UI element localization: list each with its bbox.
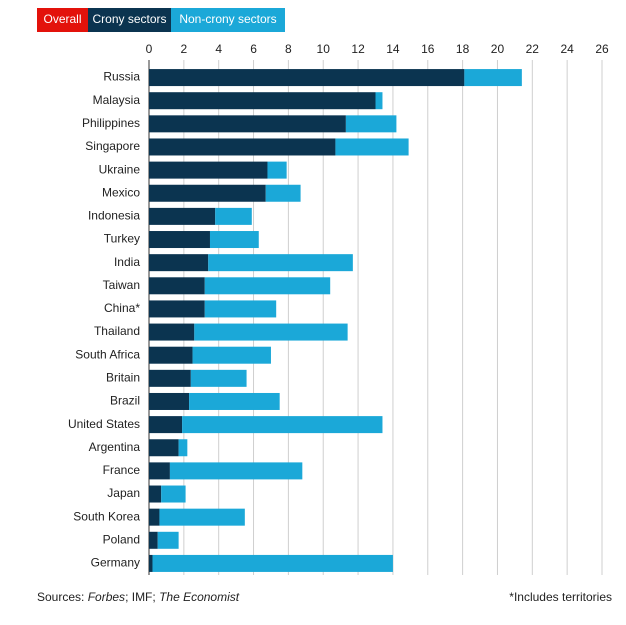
bar [192, 346, 271, 364]
bar [149, 531, 158, 549]
bar [209, 231, 259, 249]
bar [204, 300, 277, 318]
bar [267, 161, 287, 179]
x-tick-label: 16 [421, 42, 435, 56]
y-tick-label: Malaysia [93, 93, 141, 107]
y-tick-label: Germany [91, 556, 140, 570]
x-tick-label: 12 [351, 42, 365, 56]
legend-tab[interactable] [171, 8, 285, 32]
x-tick-label: 8 [285, 42, 292, 56]
y-tick-label: China* [104, 301, 140, 315]
bar [149, 207, 216, 225]
y-tick-label: South Korea [73, 509, 140, 523]
bar [189, 392, 280, 410]
bar [157, 531, 179, 549]
y-tick-label: South Africa [75, 347, 140, 361]
source: Sources: Forbes; IMF; The Economist [37, 590, 240, 604]
source-text: Sources: [37, 590, 88, 604]
bar [149, 323, 195, 341]
y-tick-label: Brazil [110, 394, 140, 408]
legend-label[interactable]: Overall [43, 12, 81, 26]
bar [149, 254, 209, 272]
bar [182, 416, 383, 434]
bar [149, 277, 205, 295]
source-text: The Economist [159, 590, 240, 604]
x-tick-label: 4 [215, 42, 222, 56]
y-tick-label: India [114, 255, 140, 269]
x-tick-label: 22 [526, 42, 540, 56]
source-text: Forbes [88, 590, 125, 604]
y-tick-label: Ukraine [99, 162, 141, 176]
bar [149, 115, 346, 133]
x-tick-label: 6 [250, 42, 257, 56]
legend-label[interactable]: Non-crony sectors [179, 12, 276, 26]
bar [149, 69, 465, 87]
bar [194, 323, 348, 341]
x-tick-label: 24 [560, 42, 574, 56]
bar [149, 462, 170, 480]
y-tick-label: France [103, 463, 141, 477]
bar [149, 231, 210, 249]
y-tick-label: Thailand [94, 324, 140, 338]
bars: Russia Malaysia Philippines Singapore Ukrain… [68, 69, 522, 572]
x-tick-label: 20 [491, 42, 505, 56]
bar [152, 554, 393, 572]
bar [149, 161, 268, 179]
bar [159, 508, 245, 526]
bar [149, 346, 193, 364]
footnote: *Includes territories [509, 590, 612, 604]
bar [149, 554, 153, 572]
bar [149, 485, 162, 503]
y-tick-label: Singapore [85, 139, 140, 153]
bar [178, 439, 188, 457]
bar [345, 115, 397, 133]
bar [161, 485, 186, 503]
x-tick-label: 10 [317, 42, 331, 56]
x-tick-label: 0 [146, 42, 153, 56]
y-tick-label: Mexico [102, 185, 140, 199]
y-tick-label: Poland [103, 532, 140, 546]
bar [208, 254, 353, 272]
x-tick-label: 2 [181, 42, 188, 56]
y-tick-label: Argentina [89, 440, 141, 454]
bar [149, 138, 336, 156]
bar [215, 207, 252, 225]
legend-tab[interactable] [88, 8, 171, 32]
bar [149, 369, 191, 387]
y-tick-label: United States [68, 417, 140, 431]
bar [169, 462, 303, 480]
y-tick-label: Indonesia [88, 209, 140, 223]
bar [149, 92, 376, 110]
bar [190, 369, 247, 387]
source-text: ; IMF; [125, 590, 159, 604]
legend: Overall Crony sectors Non-crony sectors [37, 8, 285, 32]
y-tick-label: Philippines [82, 116, 140, 130]
bar [149, 392, 190, 410]
bar [335, 138, 409, 156]
y-tick-label: Taiwan [103, 278, 140, 292]
bar [204, 277, 331, 295]
x-tick-label: 14 [386, 42, 400, 56]
y-tick-label: Turkey [104, 232, 140, 246]
y-tick-label: Japan [107, 486, 140, 500]
bar [265, 184, 301, 202]
bar [149, 416, 183, 434]
y-tick-label: Russia [103, 70, 140, 84]
y-tick-label: Britain [106, 371, 140, 385]
bar [149, 508, 160, 526]
bar [464, 69, 522, 87]
x-tick-label: 26 [595, 42, 609, 56]
legend-label[interactable]: Crony sectors [92, 12, 166, 26]
bar [149, 300, 205, 318]
bar [375, 92, 383, 110]
bar [149, 184, 266, 202]
bar [149, 439, 179, 457]
x-tick-label: 18 [456, 42, 470, 56]
legend-tab[interactable] [37, 8, 88, 32]
